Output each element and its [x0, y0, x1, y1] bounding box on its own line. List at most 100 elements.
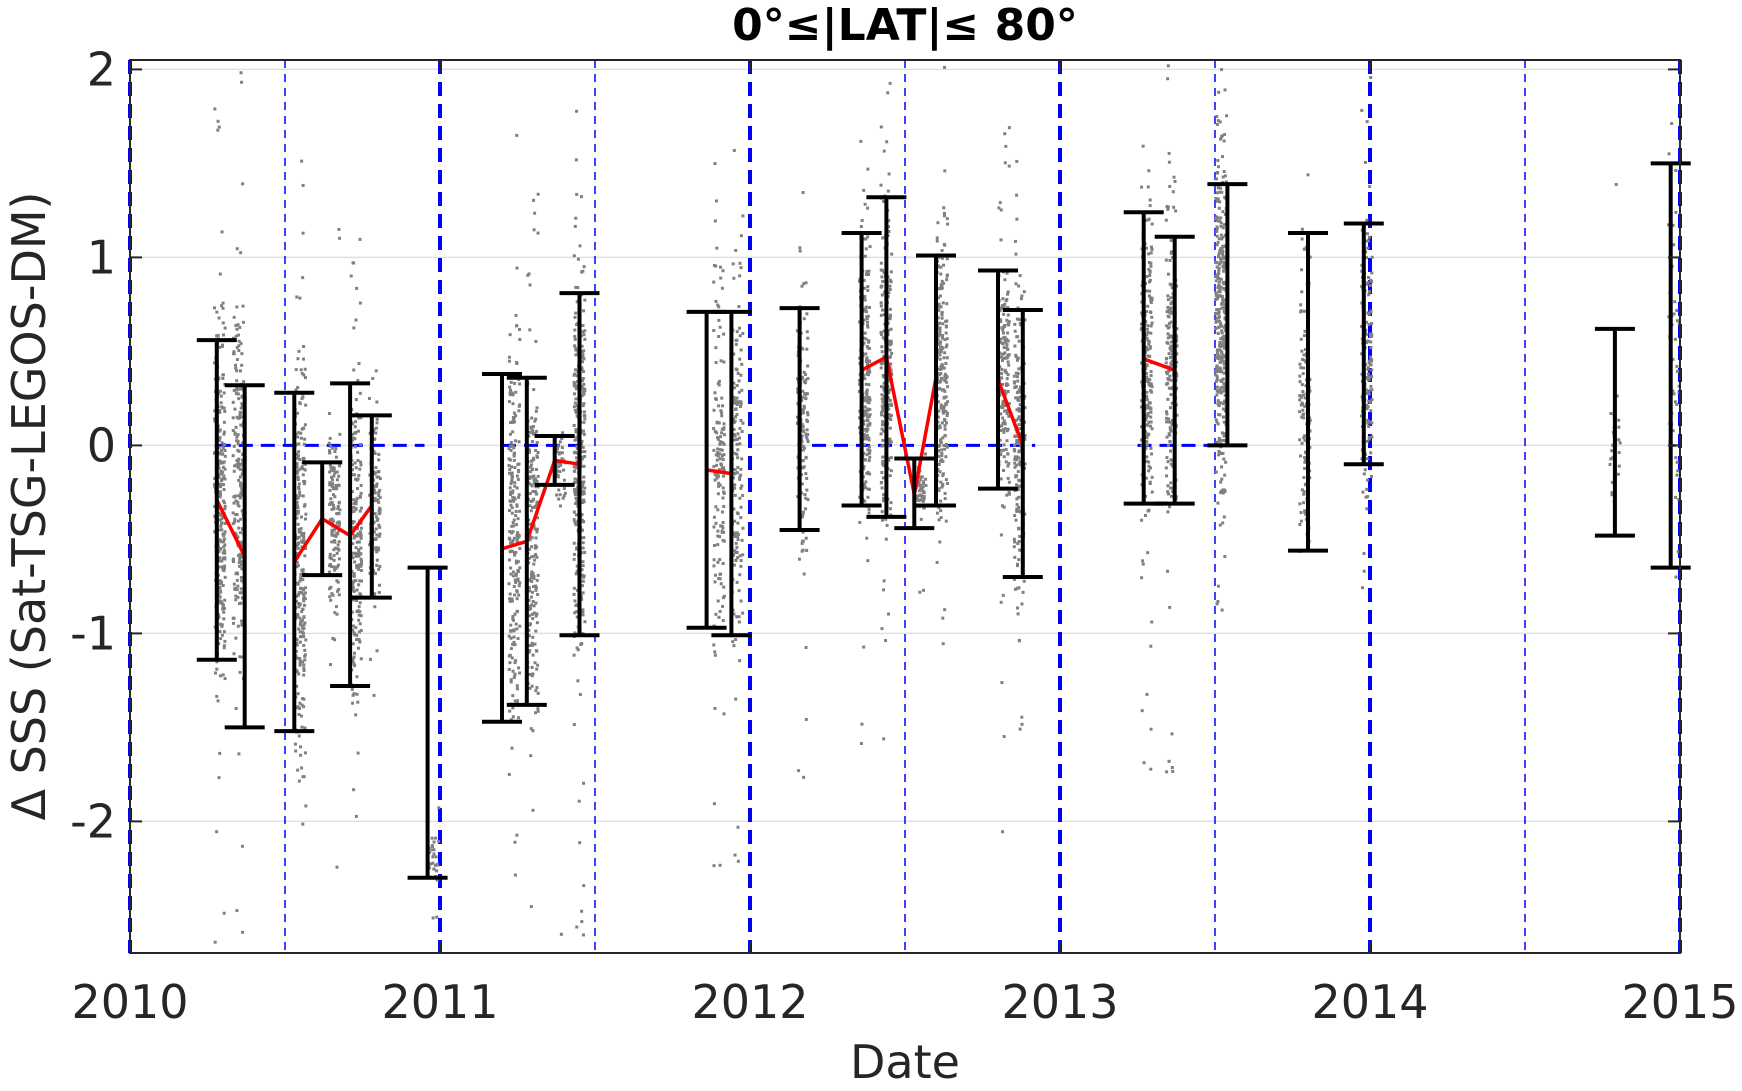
scatter-point: [940, 454, 944, 458]
scatter-point: [1016, 306, 1020, 310]
scatter-point: [377, 452, 381, 456]
scatter-point: [1003, 278, 1007, 282]
scatter-point: [513, 873, 517, 877]
scatter-point: [1164, 370, 1168, 374]
scatter-point: [714, 299, 718, 303]
scatter-point: [223, 326, 227, 330]
scatter-point: [572, 465, 576, 469]
y-tick-label: 0: [87, 418, 116, 472]
scatter-point: [1298, 438, 1302, 442]
scatter-point: [1016, 417, 1020, 421]
scatter-point: [1363, 160, 1367, 164]
scatter-point: [581, 520, 585, 524]
scatter-point: [581, 546, 585, 550]
scatter-point: [921, 494, 925, 498]
scatter-point: [805, 548, 809, 552]
scatter-point: [741, 553, 745, 557]
scatter-point: [352, 572, 356, 576]
scatter-point: [1166, 294, 1170, 298]
scatter-point: [736, 538, 740, 542]
scatter-point: [888, 317, 892, 321]
scatter-point: [513, 553, 517, 557]
scatter-point: [511, 430, 515, 434]
scatter-point: [1216, 165, 1220, 169]
scatter-point: [1167, 759, 1171, 763]
scatter-point: [1000, 424, 1004, 428]
scatter-point: [1364, 388, 1368, 392]
scatter-point: [534, 553, 538, 557]
scatter-point: [1002, 419, 1006, 423]
scatter-point: [1005, 493, 1009, 497]
scatter-point: [1365, 282, 1369, 286]
scatter-point: [352, 574, 356, 578]
scatter-point: [881, 444, 885, 448]
scatter-point: [879, 183, 883, 187]
scatter-point: [1217, 453, 1221, 457]
scatter-point: [302, 536, 306, 540]
scatter-point: [509, 503, 513, 507]
scatter-point: [351, 551, 355, 555]
scatter-point: [1366, 339, 1370, 343]
scatter-point: [1299, 303, 1303, 307]
scatter-point: [301, 627, 305, 631]
scatter-point: [722, 332, 726, 336]
scatter-point: [511, 539, 515, 543]
scatter-point: [531, 428, 535, 432]
scatter-point: [736, 859, 740, 863]
scatter-point: [804, 281, 808, 285]
scatter-point: [1214, 215, 1218, 219]
scatter-point: [738, 477, 742, 481]
scatter-point: [1306, 173, 1310, 177]
scatter-point: [1150, 321, 1154, 325]
scatter-point: [509, 636, 513, 640]
scatter-point: [352, 662, 356, 666]
scatter-point: [737, 379, 741, 383]
scatter-point: [351, 436, 355, 440]
scatter-point: [1215, 219, 1219, 223]
scatter-point: [298, 707, 302, 711]
scatter-point: [1216, 297, 1220, 301]
scatter-point: [583, 387, 587, 391]
scatter-point: [536, 709, 540, 713]
scatter-point: [880, 275, 884, 279]
scatter-point: [1017, 409, 1021, 413]
scatter-point: [435, 869, 439, 873]
scatter-point: [923, 477, 927, 481]
scatter-point: [1016, 379, 1020, 383]
scatter-point: [531, 467, 535, 471]
scatter-point: [300, 372, 304, 376]
x-tick-label: 2010: [71, 975, 188, 1029]
scatter-point: [1149, 389, 1153, 393]
scatter-point: [1366, 405, 1370, 409]
scatter-point: [936, 425, 940, 429]
scatter-point: [1221, 359, 1225, 363]
scatter-point: [1007, 492, 1011, 496]
scatter-point: [304, 804, 308, 808]
scatter-point: [1617, 464, 1621, 468]
scatter-point: [239, 341, 243, 345]
scatter-point: [915, 496, 919, 500]
scatter-point: [237, 339, 241, 343]
scatter-point: [328, 488, 332, 492]
scatter-point: [582, 480, 586, 484]
scatter-point: [867, 401, 871, 405]
scatter-point: [580, 641, 584, 645]
scatter-point: [240, 395, 244, 399]
scatter-point: [217, 125, 221, 129]
scatter-point: [1219, 324, 1223, 328]
scatter-point: [511, 570, 515, 574]
scatter-point: [1002, 356, 1006, 360]
scatter-point: [1019, 297, 1023, 301]
scatter-point: [359, 491, 363, 495]
scatter-point: [1299, 310, 1303, 314]
scatter-point: [1146, 330, 1150, 334]
x-axis-label: Date: [850, 1035, 960, 1087]
scatter-point: [238, 484, 242, 488]
scatter-point: [534, 584, 538, 588]
scatter-point: [1218, 348, 1222, 352]
scatter-point: [732, 553, 736, 557]
scatter-point: [1164, 218, 1168, 222]
scatter-point: [1002, 735, 1006, 739]
scatter-point: [516, 517, 520, 521]
